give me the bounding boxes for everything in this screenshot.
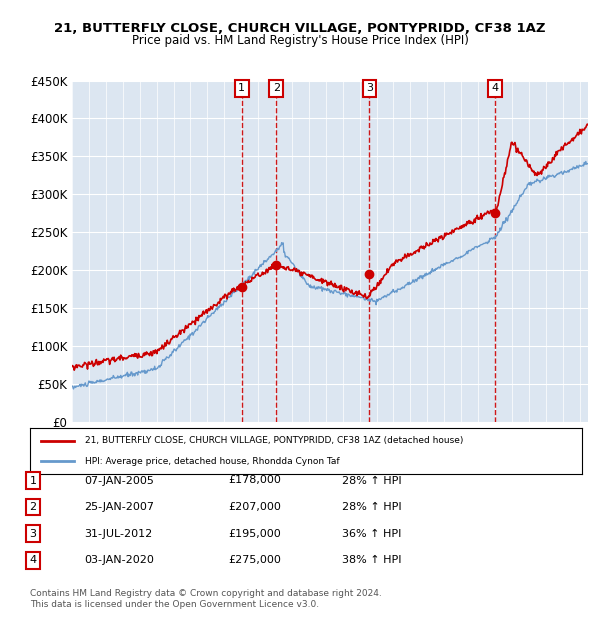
Text: 1: 1 — [29, 476, 37, 485]
Text: 4: 4 — [491, 83, 499, 93]
Text: 25-JAN-2007: 25-JAN-2007 — [84, 502, 154, 512]
Text: 3: 3 — [366, 83, 373, 93]
Text: 28% ↑ HPI: 28% ↑ HPI — [342, 502, 401, 512]
Text: 4: 4 — [29, 556, 37, 565]
Text: 03-JAN-2020: 03-JAN-2020 — [84, 556, 154, 565]
Text: 07-JAN-2005: 07-JAN-2005 — [84, 476, 154, 485]
Text: Contains HM Land Registry data © Crown copyright and database right 2024.
This d: Contains HM Land Registry data © Crown c… — [30, 590, 382, 609]
Text: 2: 2 — [29, 502, 37, 512]
Text: 1: 1 — [238, 83, 245, 93]
Text: 28% ↑ HPI: 28% ↑ HPI — [342, 476, 401, 485]
Text: 31-JUL-2012: 31-JUL-2012 — [84, 529, 152, 539]
Text: 21, BUTTERFLY CLOSE, CHURCH VILLAGE, PONTYPRIDD, CF38 1AZ: 21, BUTTERFLY CLOSE, CHURCH VILLAGE, PON… — [54, 22, 546, 35]
Text: 3: 3 — [29, 529, 37, 539]
Text: 36% ↑ HPI: 36% ↑ HPI — [342, 529, 401, 539]
Text: HPI: Average price, detached house, Rhondda Cynon Taf: HPI: Average price, detached house, Rhon… — [85, 457, 340, 466]
Text: £275,000: £275,000 — [228, 556, 281, 565]
Text: 38% ↑ HPI: 38% ↑ HPI — [342, 556, 401, 565]
Text: Price paid vs. HM Land Registry's House Price Index (HPI): Price paid vs. HM Land Registry's House … — [131, 34, 469, 47]
Text: 2: 2 — [272, 83, 280, 93]
Text: £195,000: £195,000 — [228, 529, 281, 539]
Text: 21, BUTTERFLY CLOSE, CHURCH VILLAGE, PONTYPRIDD, CF38 1AZ (detached house): 21, BUTTERFLY CLOSE, CHURCH VILLAGE, PON… — [85, 436, 464, 445]
Text: £178,000: £178,000 — [228, 476, 281, 485]
Text: £207,000: £207,000 — [228, 502, 281, 512]
